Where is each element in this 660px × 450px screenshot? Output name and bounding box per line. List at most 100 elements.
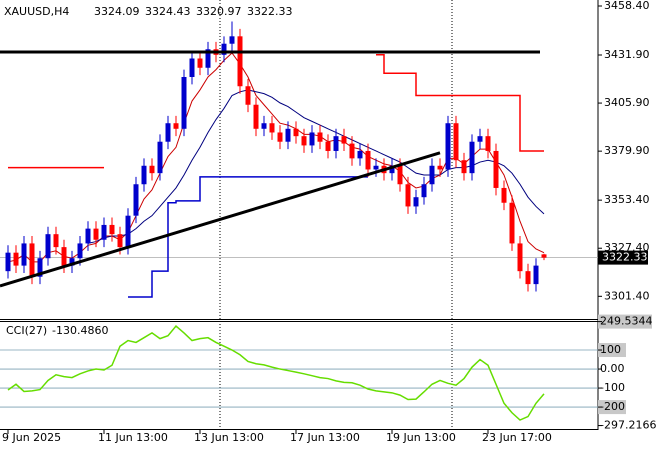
candle-body <box>317 132 323 142</box>
candle-body <box>365 150 371 170</box>
stop-line <box>128 176 368 298</box>
candle-body <box>493 150 499 188</box>
candle-body <box>125 215 131 248</box>
candle-body <box>5 252 11 272</box>
candle-body <box>357 150 363 159</box>
candle-body <box>373 165 379 170</box>
candle-body <box>37 258 43 277</box>
x-tick-label: 13 Jun 13:00 <box>194 431 264 444</box>
candle-body <box>237 36 243 87</box>
candle-body <box>389 165 395 174</box>
candle-body <box>45 234 51 259</box>
candle-body <box>253 104 259 129</box>
candle-body <box>293 128 299 137</box>
x-tick-label: 19 Jun 13:00 <box>386 431 456 444</box>
label-bg <box>598 343 626 358</box>
candle-body <box>149 165 155 174</box>
price-label-bg <box>598 250 648 265</box>
candle-body <box>533 265 539 285</box>
candle-body <box>173 123 179 129</box>
y-tick-label: 3458.40 <box>604 0 650 12</box>
candle-body <box>133 184 139 216</box>
candle-body <box>109 224 115 235</box>
candle-body <box>309 132 315 146</box>
stop-line <box>8 54 544 169</box>
candle-body <box>501 187 507 203</box>
candle-body <box>437 165 443 170</box>
trend-line <box>0 151 441 288</box>
candle-body <box>301 136 307 146</box>
y-tick-label: 3379.90 <box>604 144 650 157</box>
candle-body <box>509 202 515 244</box>
cci-value: -130.4860 <box>52 324 108 337</box>
candle-body <box>429 165 435 185</box>
low-value: 3320.97 <box>196 5 242 18</box>
candle-body <box>333 136 339 151</box>
candle-body <box>325 141 331 151</box>
candle-body <box>413 197 419 207</box>
label-bg <box>598 314 652 329</box>
symbol: XAUUSD,H4 <box>4 5 69 18</box>
candle-body <box>221 43 227 55</box>
candle-body <box>445 123 451 170</box>
candle-body <box>53 234 59 248</box>
candle-body <box>277 132 283 142</box>
candle-body <box>453 123 459 161</box>
candle-body <box>77 243 83 259</box>
y-tick-label: 3301.40 <box>604 289 650 302</box>
moving-average <box>87 89 545 244</box>
cci-name: CCI(27) <box>6 324 47 337</box>
cci-line <box>7 325 545 421</box>
x-tick-label: 23 Jun 17:00 <box>482 431 552 444</box>
candle-body <box>421 184 427 198</box>
candle-body <box>69 258 75 266</box>
candle-body <box>485 136 491 151</box>
candle-body <box>189 58 195 77</box>
candle-body <box>541 254 547 258</box>
y-tick-label: 3431.90 <box>604 48 650 61</box>
x-tick-label: 11 Jun 13:00 <box>98 431 168 444</box>
candle-body <box>405 184 411 207</box>
candle-body <box>397 165 403 185</box>
price-label: 3322.33 <box>602 251 648 264</box>
candle-body <box>517 243 523 272</box>
candle-body <box>285 128 291 142</box>
candle-body <box>117 234 123 248</box>
candle-body <box>469 141 475 174</box>
x-tick-label: 9 Jun 2025 <box>2 431 61 444</box>
y-tick-label: 249.5344 <box>600 315 653 328</box>
candle-body <box>13 252 19 266</box>
candle-body <box>101 224 107 240</box>
candle-body <box>29 243 35 277</box>
candle-body <box>477 136 483 142</box>
candle-body <box>245 86 251 105</box>
label-bg <box>598 400 626 415</box>
y-tick-label: -297.2166 <box>600 419 656 432</box>
candle-body <box>165 123 171 142</box>
y-tick-label: -200 <box>600 400 625 413</box>
candle-body <box>197 58 203 68</box>
candle-body <box>93 228 99 240</box>
x-tick-label: 17 Jun 13:00 <box>290 431 360 444</box>
candle-body <box>269 123 275 133</box>
candle-body <box>341 136 347 144</box>
y-tick-label: -100 <box>600 381 625 394</box>
candle-body <box>525 271 531 285</box>
candle-body <box>229 36 235 44</box>
candle-body <box>181 76 187 129</box>
open-value: 3324.09 <box>94 5 140 18</box>
close-value: 3322.33 <box>247 5 293 18</box>
y-tick-label: 100 <box>600 343 621 356</box>
candle-body <box>205 49 211 68</box>
candle-body <box>157 141 163 174</box>
candle-body <box>61 247 67 266</box>
y-tick-label: 3353.40 <box>604 193 650 206</box>
candle-body <box>85 228 91 244</box>
candle-body <box>141 165 147 185</box>
candle-body <box>349 143 355 159</box>
high-value: 3324.43 <box>145 5 191 18</box>
y-tick-label: 0.00 <box>600 362 625 375</box>
candle-body <box>261 123 267 129</box>
